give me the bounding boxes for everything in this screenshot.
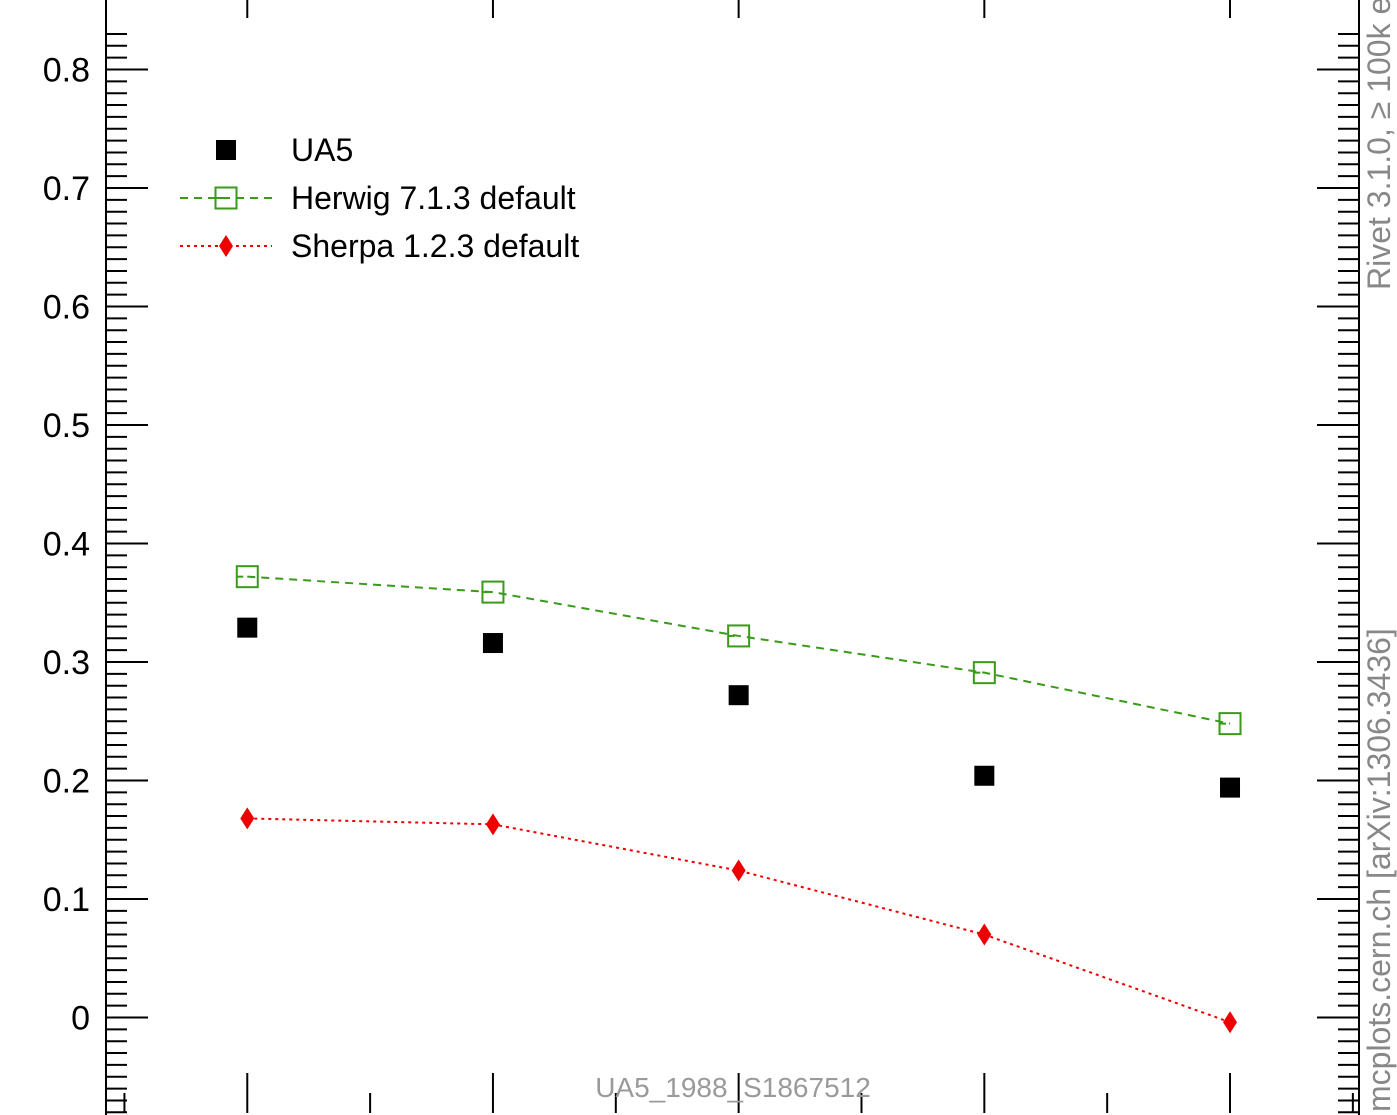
analysis-label: UA5_1988_S1867512 xyxy=(595,1072,871,1103)
series-3-point xyxy=(977,924,991,946)
series-3-point xyxy=(732,860,746,882)
legend-marker xyxy=(219,235,233,257)
series-3-point xyxy=(486,813,500,835)
legend-marker xyxy=(216,140,236,160)
legend: UA5 Herwig 7.1.3 default Sherpa 1.2.3 defa… xyxy=(180,132,579,264)
y-tick-label: 0.1 xyxy=(43,881,90,919)
y-tick-label: 0.5 xyxy=(43,407,90,445)
series-1-point xyxy=(974,766,994,786)
legend-label: Sherpa 1.2.3 default xyxy=(291,228,579,264)
series-1-point xyxy=(483,633,503,653)
y-tick-label: 0.6 xyxy=(43,289,90,327)
series-1-point xyxy=(1220,778,1240,798)
mcplots-label: mcplots.cern.ch [arXiv:1306.3436] xyxy=(1361,628,1397,1112)
y-tick-label: 0.4 xyxy=(43,526,90,564)
y-tick-label: 0.8 xyxy=(43,52,90,90)
y-axis-ticks: −0.100.10.20.30.40.50.60.70.8 xyxy=(23,34,1359,1115)
rivet-version-label: Rivet 3.1.0, ≥ 100k events xyxy=(1361,0,1397,290)
y-tick-label: 0.2 xyxy=(43,763,90,801)
legend-label: UA5 xyxy=(291,132,353,168)
y-tick-label: 0.7 xyxy=(43,170,90,208)
series-1-point xyxy=(237,618,257,638)
y-tick-label: 0 xyxy=(71,1000,90,1038)
series-layer xyxy=(237,566,1241,1033)
legend-label: Herwig 7.1.3 default xyxy=(291,180,576,216)
series-3-line xyxy=(247,818,1230,1022)
series-3-point xyxy=(1223,1011,1237,1033)
y-tick-label: 0.3 xyxy=(43,644,90,682)
series-3-point xyxy=(240,807,254,829)
series-1-point xyxy=(729,685,749,705)
